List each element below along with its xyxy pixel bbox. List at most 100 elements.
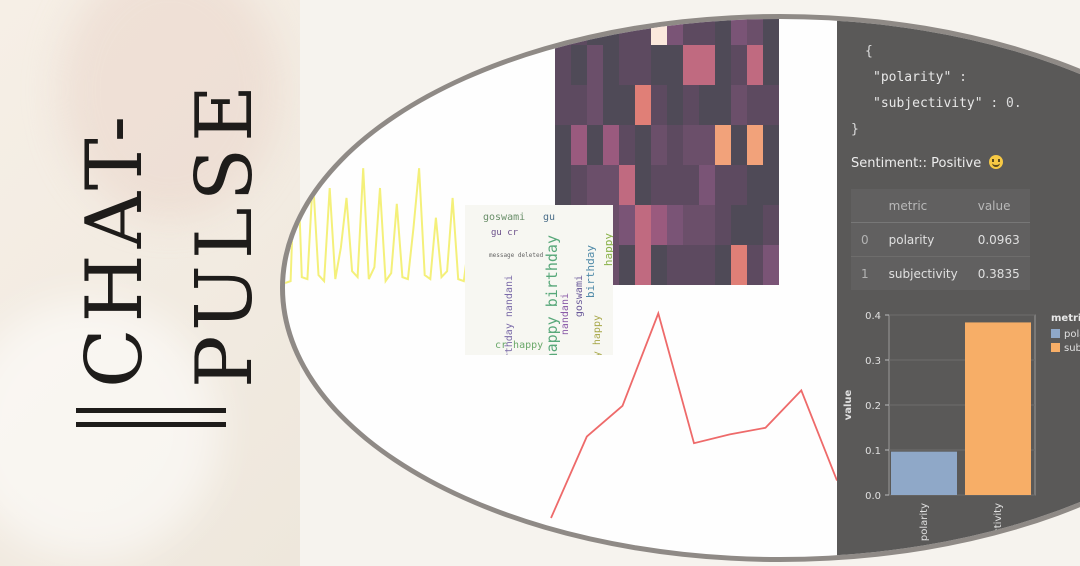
column-header: value [967, 189, 1030, 223]
y-tick-label: 0.0 [865, 491, 881, 502]
word-cloud-word: happy birthday [543, 235, 561, 355]
heatmap-cell [667, 245, 683, 285]
timeline-series-line [285, 118, 476, 285]
heatmap-cell [587, 19, 603, 45]
table-row: 1 subjectivity 0.3835 [851, 256, 1030, 290]
table-header: metric value [851, 189, 1030, 223]
metrics-table: metric value 0 polarity 0.0963 1 subject… [851, 189, 1030, 290]
heatmap-cell [635, 125, 651, 165]
row-index: 0 [851, 222, 879, 257]
heatmap-cell [651, 245, 667, 285]
word-cloud-word: cr happy [495, 340, 544, 351]
heatmap-cell [651, 19, 667, 45]
heatmap-cell [571, 19, 587, 45]
heatmap-cell [699, 19, 715, 45]
heatmap-cell [683, 45, 699, 85]
json-open: { [865, 44, 873, 59]
y-tick-label: 0.2 [865, 401, 881, 412]
blue-dashed-line [285, 464, 547, 544]
heatmap-cell [667, 125, 683, 165]
heatmap-cell [651, 125, 667, 165]
word-cloud-word: goswami [483, 212, 526, 223]
heatmap-cell [619, 205, 635, 245]
heatmap-cell [635, 245, 651, 285]
trend-series-line [550, 310, 838, 519]
heatmap-cell [747, 85, 763, 125]
heatmap-cell [603, 125, 619, 165]
word-cloud-word: happy [602, 233, 613, 267]
heatmap-cell [667, 19, 683, 45]
heatmap-cell [667, 205, 683, 245]
column-header: metric [878, 189, 968, 223]
heatmap-cell [603, 45, 619, 85]
heatmap-cell [571, 125, 587, 165]
heatmap-cell [603, 85, 619, 125]
heatmap-cell [667, 45, 683, 85]
title-panel: CHAT- PULSE [0, 0, 300, 566]
json-line-polarity: "polarity" : [851, 65, 1022, 91]
background-blur [0, 300, 220, 560]
legend-entry: polarity [1064, 329, 1080, 340]
value-cell: 0.3835 [967, 256, 1030, 290]
heatmap-cell [763, 205, 779, 245]
heatmap-cell [715, 125, 731, 165]
heatmap-cell [731, 19, 747, 45]
title-line-2: PULSE [180, 78, 270, 388]
heatmap-cell [747, 125, 763, 165]
heatmap-cell [763, 85, 779, 125]
word-cloud: goswami gu gu cr happy birthday happy birthda… [465, 205, 613, 355]
bar [965, 322, 1031, 495]
heatmap-cell [571, 165, 587, 205]
heatmap-cell [635, 85, 651, 125]
heatmap-cell [587, 45, 603, 85]
word-cloud-word: message deleted [489, 252, 544, 259]
heatmap-cell [571, 85, 587, 125]
table-row: 0 polarity 0.0963 [851, 222, 1030, 257]
json-value: 0. [998, 96, 1022, 111]
heatmap-cell [619, 165, 635, 205]
heatmap-cell [667, 85, 683, 125]
heatmap-cell [651, 205, 667, 245]
heatmap-cell [635, 165, 651, 205]
value-cell: 0.0963 [967, 222, 1030, 257]
heatmap-cell [635, 45, 651, 85]
heatmap-cell [683, 125, 699, 165]
heatmap-cell [715, 85, 731, 125]
heatmap-cell [619, 245, 635, 285]
monthly-trend-chart [550, 310, 838, 519]
y-tick-label: 0.4 [865, 311, 881, 322]
app-title: CHAT- PULSE [36, 48, 270, 448]
heatmap-cell [555, 19, 571, 45]
heatmap-cell [747, 205, 763, 245]
word-cloud-word: birthday [584, 245, 597, 298]
heatmap-cell [699, 125, 715, 165]
dashboard-collage: goswami gu gu cr happy birthday happy birthda… [280, 14, 1080, 562]
heatmap-cell [587, 85, 603, 125]
word-cloud-word: birthday happy [592, 315, 603, 355]
bar [891, 451, 957, 495]
legend-title: metric [1051, 313, 1080, 324]
collage-svg [285, 19, 838, 544]
sentiment-bar-chart: 0.0 0.1 0.2 0.3 0.4 value polarity subjectivity… [843, 311, 1080, 557]
heatmap-cell [763, 125, 779, 165]
heatmap-cell [715, 45, 731, 85]
legend-entry: subjectivity [1064, 343, 1080, 354]
heatmap-cell [763, 165, 779, 205]
word-cloud-word: gu [543, 212, 556, 223]
y-tick-label: 0.1 [865, 446, 881, 457]
heatmap-cell [731, 45, 747, 85]
heatmap-cell [555, 85, 571, 125]
heatmap-cell [683, 85, 699, 125]
heatmap-cell [635, 205, 651, 245]
heatmap-cell [699, 85, 715, 125]
title-line-1: CHAT- [70, 109, 160, 388]
json-sep: : [982, 96, 999, 111]
heatmap-cell [699, 165, 715, 205]
bar-line [76, 422, 226, 427]
json-key: "polarity" [873, 70, 952, 85]
legend-swatch [1051, 329, 1060, 338]
heatmap-cell [699, 245, 715, 285]
json-sep: : [951, 70, 967, 85]
word-cloud-word: nandani [560, 293, 571, 336]
heatmap-cell [587, 165, 603, 205]
